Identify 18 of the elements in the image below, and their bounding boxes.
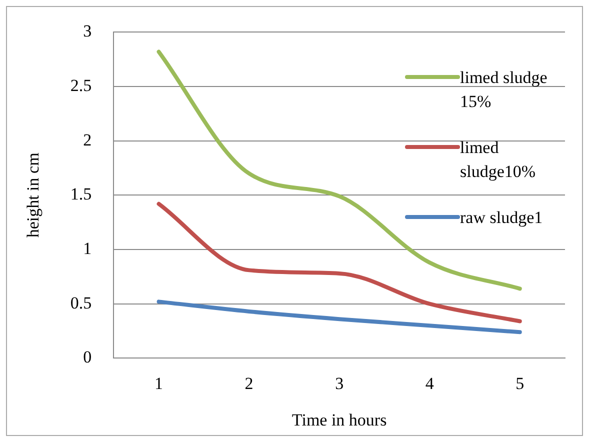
y-tick-label: 0.5 <box>70 293 92 312</box>
x-tick-label: 1 <box>154 374 164 393</box>
x-tick-label: 5 <box>516 374 524 393</box>
legend-label: limed sludge10% <box>460 137 537 183</box>
y-tick-label: 1 <box>83 239 92 258</box>
y-tick-label: 3 <box>83 22 92 41</box>
legend-label: raw sludge1 <box>460 207 544 229</box>
y-tick-label: 2 <box>83 130 92 150</box>
x-tick-label: 2 <box>244 374 254 393</box>
legend-label: limed sludge 15% <box>460 67 548 113</box>
y-tick-label: 2.5 <box>70 76 92 95</box>
y-tick-label: 1.5 <box>70 184 92 204</box>
x-tick-label: 4 <box>425 374 434 393</box>
y-tick-label: 0 <box>83 348 92 367</box>
x-axis-title: Time in hours <box>292 410 387 430</box>
x-tick-label: 3 <box>335 374 344 393</box>
y-axis-title: height in cm <box>24 152 43 238</box>
line-series <box>156 300 522 334</box>
